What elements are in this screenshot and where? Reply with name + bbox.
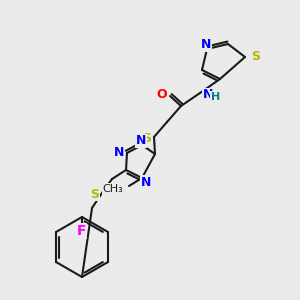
Text: N: N [141, 176, 151, 188]
Text: N: N [203, 88, 213, 101]
Text: S: S [142, 131, 151, 145]
Text: F: F [77, 224, 87, 238]
Text: O: O [156, 88, 167, 101]
Text: H: H [211, 92, 220, 102]
Text: S: S [251, 50, 260, 64]
Text: N: N [201, 38, 211, 52]
Text: CH₃: CH₃ [102, 184, 123, 194]
Text: N: N [114, 146, 124, 160]
Text: N: N [136, 134, 146, 148]
Text: S: S [90, 188, 99, 200]
